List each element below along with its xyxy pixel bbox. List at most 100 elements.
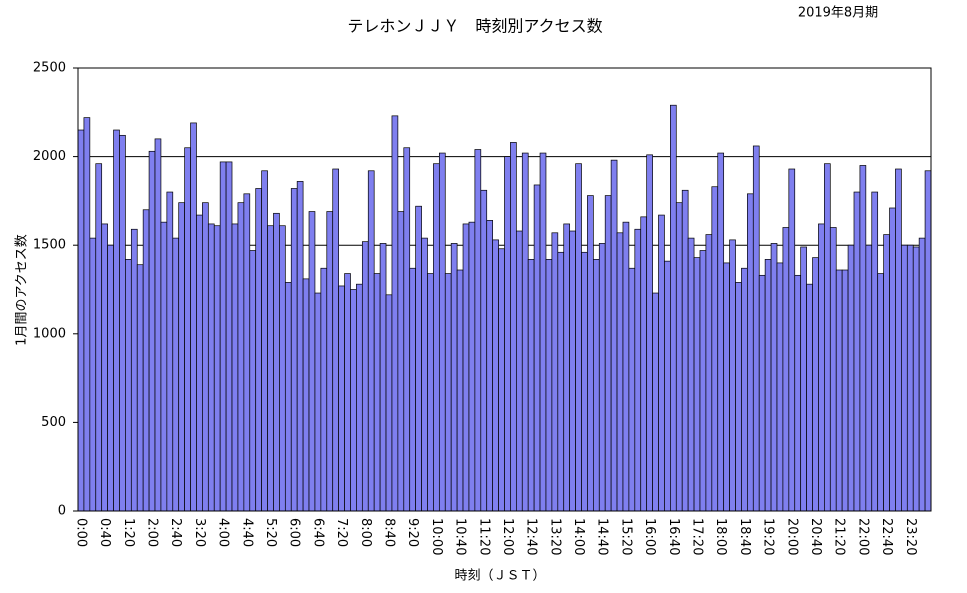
- bar: [142, 209, 150, 512]
- bar: [610, 159, 618, 512]
- x-tick-label: 12:00: [500, 518, 515, 555]
- bar: [415, 205, 422, 512]
- bar: [764, 259, 772, 512]
- chart-subtitle: 2019年8月期: [798, 6, 878, 21]
- bar: [693, 257, 701, 512]
- bar: [397, 211, 405, 512]
- bar: [587, 195, 594, 512]
- x-tick-label: 2:00: [145, 518, 160, 547]
- x-axis-label: 時刻（ＪＳＴ）: [454, 569, 545, 584]
- bar: [89, 237, 97, 512]
- x-tick-label: 18:00: [713, 518, 728, 555]
- bar: [687, 237, 695, 512]
- x-tick-label: 3:20: [192, 518, 207, 547]
- bar: [628, 267, 636, 512]
- bar: [361, 241, 369, 512]
- bar: [670, 104, 677, 512]
- bar: [776, 262, 784, 512]
- bar: [865, 244, 873, 512]
- bar: [711, 186, 719, 512]
- bar: [877, 273, 884, 512]
- bar: [213, 225, 221, 512]
- bar: [172, 237, 180, 512]
- y-tick-label: 2000: [33, 149, 66, 164]
- bar: [824, 163, 831, 512]
- bar: [498, 248, 505, 512]
- bar: [207, 223, 215, 512]
- bar: [569, 230, 576, 512]
- bar: [492, 239, 499, 512]
- plot-frame: [77, 67, 932, 512]
- bar: [219, 161, 227, 512]
- x-tick-label: 14:00: [571, 518, 586, 555]
- bar: [859, 165, 867, 512]
- x-tick-label: 2:40: [168, 518, 183, 547]
- bar: [178, 202, 185, 512]
- bar: [515, 230, 523, 512]
- x-tick-label: 22:00: [855, 518, 870, 555]
- bar: [261, 170, 268, 512]
- y-tick-label: 1500: [33, 238, 66, 253]
- bar: [95, 163, 103, 512]
- bar: [581, 251, 588, 512]
- bar: [202, 202, 209, 512]
- bar: [847, 244, 855, 512]
- bar: [267, 225, 274, 512]
- x-tick-label: 19:20: [761, 518, 776, 555]
- bar: [433, 163, 440, 512]
- bar: [101, 223, 108, 512]
- bar: [681, 189, 689, 512]
- bar: [190, 122, 197, 512]
- bar: [729, 239, 736, 512]
- bar: [391, 115, 399, 512]
- x-tick-label: 15:20: [618, 518, 633, 555]
- bar: [249, 250, 257, 512]
- bar: [841, 269, 849, 512]
- bar: [924, 170, 932, 512]
- bar: [545, 259, 553, 512]
- bar: [284, 282, 292, 512]
- y-axis-label: 1月間のアクセス数: [15, 234, 30, 346]
- bar: [835, 269, 843, 512]
- bar: [320, 267, 328, 512]
- bar: [296, 181, 304, 512]
- bar: [918, 237, 926, 512]
- bar: [539, 152, 547, 512]
- bar: [705, 234, 713, 512]
- bar: [806, 283, 813, 512]
- bar: [699, 250, 707, 512]
- bar: [273, 212, 280, 512]
- bar: [883, 234, 890, 512]
- bar: [741, 267, 748, 512]
- bar: [166, 191, 174, 512]
- bar: [652, 292, 659, 512]
- bar: [853, 191, 861, 512]
- x-tick-label: 12:40: [524, 518, 539, 555]
- bar: [344, 273, 351, 512]
- bar: [130, 228, 138, 512]
- bar: [521, 152, 529, 512]
- bar: [747, 193, 754, 512]
- bar: [782, 227, 790, 512]
- bar: [125, 259, 132, 512]
- bar: [604, 195, 612, 512]
- bar: [871, 191, 879, 512]
- bar: [83, 117, 91, 512]
- bar: [752, 145, 760, 512]
- bar: [154, 138, 162, 512]
- bar: [557, 251, 565, 512]
- bar: [427, 273, 434, 512]
- bar: [302, 278, 310, 512]
- bar: [290, 188, 298, 512]
- x-tick-label: 8:00: [358, 518, 373, 547]
- bar: [794, 274, 802, 512]
- bar: [77, 129, 85, 512]
- x-tick-label: 5:20: [263, 518, 278, 547]
- bar: [818, 223, 825, 512]
- bar: [444, 273, 452, 512]
- bar: [504, 156, 511, 512]
- x-tick-label: 14:40: [595, 518, 610, 555]
- bar: [510, 142, 517, 512]
- y-tick-label: 2500: [33, 61, 66, 76]
